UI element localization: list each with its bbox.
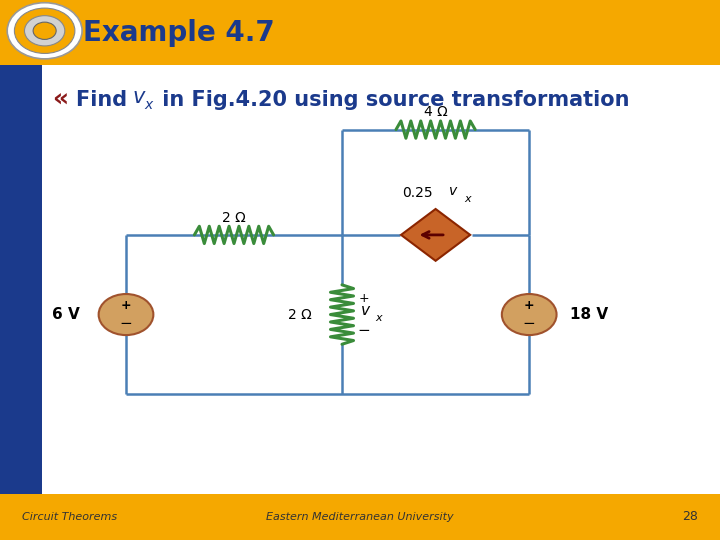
Text: 6 V: 6 V — [53, 307, 80, 322]
Text: $x$: $x$ — [144, 98, 155, 112]
Text: Find: Find — [76, 90, 134, 110]
Text: 0.25: 0.25 — [402, 186, 433, 200]
Text: +: + — [359, 292, 369, 305]
Text: +: + — [121, 299, 131, 312]
Text: 4 Ω: 4 Ω — [424, 105, 447, 119]
Text: $v$: $v$ — [132, 86, 146, 107]
Text: −: − — [523, 316, 536, 331]
FancyBboxPatch shape — [0, 494, 720, 540]
Text: «: « — [52, 88, 68, 112]
Text: Circuit Theorems: Circuit Theorems — [22, 512, 117, 522]
Text: +: + — [524, 299, 534, 312]
Text: 2 Ω: 2 Ω — [289, 308, 312, 321]
Circle shape — [502, 294, 557, 335]
Circle shape — [24, 16, 65, 46]
Circle shape — [7, 3, 82, 59]
Text: $x$: $x$ — [375, 313, 384, 323]
Circle shape — [33, 22, 56, 39]
Text: 28: 28 — [683, 510, 698, 523]
Text: $x$: $x$ — [464, 194, 472, 204]
Text: −: − — [120, 316, 132, 331]
Text: $v$: $v$ — [360, 303, 372, 318]
Text: −: − — [357, 323, 370, 338]
Text: Eastern Mediterranean University: Eastern Mediterranean University — [266, 512, 454, 522]
FancyBboxPatch shape — [0, 0, 720, 65]
FancyBboxPatch shape — [0, 65, 42, 494]
Circle shape — [14, 8, 75, 53]
Text: in Fig.4.20 using source transformation: in Fig.4.20 using source transformation — [155, 90, 629, 110]
Circle shape — [99, 294, 153, 335]
Text: Example 4.7: Example 4.7 — [83, 19, 274, 48]
Polygon shape — [401, 209, 470, 261]
Text: $v$: $v$ — [449, 184, 459, 198]
Text: 2 Ω: 2 Ω — [222, 211, 246, 225]
Text: 18 V: 18 V — [570, 307, 608, 322]
